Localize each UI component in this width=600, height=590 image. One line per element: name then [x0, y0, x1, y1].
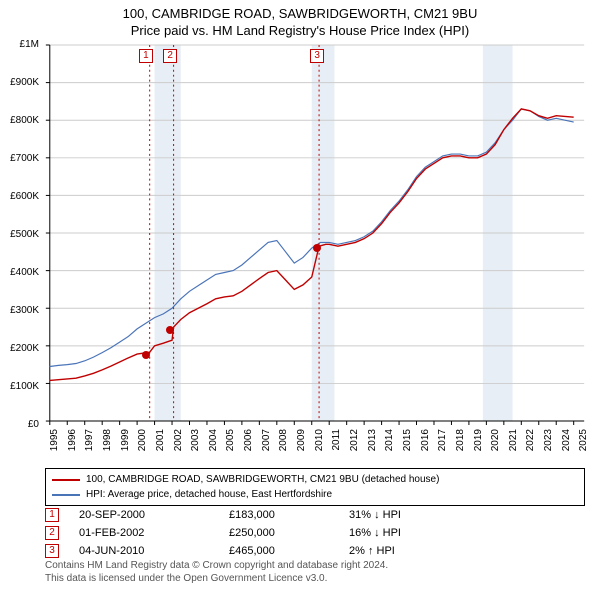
x-tick-label: 2009	[296, 429, 307, 451]
legend: 100, CAMBRIDGE ROAD, SAWBRIDGEWORTH, CM2…	[45, 468, 585, 506]
x-tick-label: 2011	[331, 429, 342, 451]
x-tick-label: 2003	[190, 429, 201, 451]
x-tick-label: 2015	[402, 429, 413, 451]
x-tick-label: 2005	[225, 429, 236, 451]
sales-row-marker: 1	[45, 508, 59, 522]
x-tick-label: 2006	[243, 429, 254, 451]
sales-table: 1 20-SEP-2000£183,00031% ↓ HPI 2 01-FEB-200…	[45, 506, 585, 560]
footer: Contains HM Land Registry data © Crown c…	[45, 560, 585, 585]
y-tick-label: £800K	[0, 115, 39, 126]
sales-row-diff: 31% ↓ HPI	[349, 509, 469, 521]
sales-row: 2 01-FEB-2002£250,00016% ↓ HPI	[45, 524, 585, 542]
x-tick-label: 2025	[578, 429, 589, 451]
chart-area: £0£100K£200K£300K£400K£500K£600K£700K£80…	[45, 45, 585, 425]
sales-row-diff: 16% ↓ HPI	[349, 527, 469, 539]
x-tick-label: 1995	[49, 429, 60, 451]
legend-swatch-property	[52, 479, 80, 481]
y-tick-label: £500K	[0, 229, 39, 240]
x-tick-label: 2020	[490, 429, 501, 451]
footer-line-1: Contains HM Land Registry data © Crown c…	[45, 560, 585, 573]
y-tick-label: £900K	[0, 77, 39, 88]
x-tick-label: 2002	[173, 429, 184, 451]
x-tick-label: 1998	[102, 429, 113, 451]
sale-point	[142, 351, 150, 359]
x-tick-label: 2014	[384, 429, 395, 451]
legend-label-hpi: HPI: Average price, detached house, East…	[86, 489, 332, 500]
sale-point	[166, 326, 174, 334]
legend-label-property: 100, CAMBRIDGE ROAD, SAWBRIDGEWORTH, CM2…	[86, 474, 439, 485]
x-tick-label: 1999	[120, 429, 131, 451]
x-tick-label: 2024	[561, 429, 572, 451]
x-tick-label: 2018	[455, 429, 466, 451]
x-tick-label: 2012	[349, 429, 360, 451]
sale-marker-box: 1	[139, 49, 153, 63]
x-tick-label: 2008	[278, 429, 289, 451]
y-tick-label: £600K	[0, 191, 39, 202]
title-line-1: 100, CAMBRIDGE ROAD, SAWBRIDGEWORTH, CM2…	[0, 6, 600, 23]
sales-row-date: 20-SEP-2000	[79, 509, 229, 521]
x-tick-label: 2022	[525, 429, 536, 451]
legend-swatch-hpi	[52, 494, 80, 496]
x-tick-label: 2001	[155, 429, 166, 451]
x-axis-labels: 1995 1996 1997 1998 1999 2000 2001 2002 2003 2004…	[45, 427, 585, 467]
footer-line-2: This data is licensed under the Open Gov…	[45, 573, 585, 586]
chart-title-block: 100, CAMBRIDGE ROAD, SAWBRIDGEWORTH, CM2…	[0, 0, 600, 40]
y-tick-label: £0	[0, 419, 39, 430]
x-tick-label: 2016	[420, 429, 431, 451]
legend-row-property: 100, CAMBRIDGE ROAD, SAWBRIDGEWORTH, CM2…	[52, 472, 578, 487]
sale-marker-box: 3	[310, 49, 324, 63]
sales-row: 3 04-JUN-2010£465,0002% ↑ HPI	[45, 542, 585, 560]
x-tick-label: 2019	[473, 429, 484, 451]
x-tick-label: 2021	[508, 429, 519, 451]
x-tick-label: 1996	[67, 429, 78, 451]
y-tick-label: £400K	[0, 267, 39, 278]
y-tick-label: £100K	[0, 381, 39, 392]
sale-point	[313, 244, 321, 252]
y-tick-label: £300K	[0, 305, 39, 316]
title-line-2: Price paid vs. HM Land Registry's House …	[0, 23, 600, 40]
chart-plot	[45, 45, 585, 425]
sales-row-price: £465,000	[229, 545, 349, 557]
x-tick-label: 2023	[543, 429, 554, 451]
x-tick-label: 2000	[137, 429, 148, 451]
sales-row-price: £183,000	[229, 509, 349, 521]
x-tick-label: 2010	[314, 429, 325, 451]
sales-row-date: 01-FEB-2002	[79, 527, 229, 539]
sales-row-marker: 3	[45, 544, 59, 558]
x-tick-label: 2013	[367, 429, 378, 451]
sale-marker-box: 2	[163, 49, 177, 63]
y-tick-label: £700K	[0, 153, 39, 164]
x-tick-label: 2004	[208, 429, 219, 451]
sales-row-diff: 2% ↑ HPI	[349, 545, 469, 557]
x-tick-label: 1997	[84, 429, 95, 451]
legend-row-hpi: HPI: Average price, detached house, East…	[52, 487, 578, 502]
sales-row-date: 04-JUN-2010	[79, 545, 229, 557]
x-tick-label: 2007	[261, 429, 272, 451]
y-tick-label: £1M	[0, 39, 39, 50]
sales-row-marker: 2	[45, 526, 59, 540]
sales-row: 1 20-SEP-2000£183,00031% ↓ HPI	[45, 506, 585, 524]
y-axis-labels: £0£100K£200K£300K£400K£500K£600K£700K£80…	[0, 45, 42, 425]
y-tick-label: £200K	[0, 343, 39, 354]
x-tick-label: 2017	[437, 429, 448, 451]
sales-row-price: £250,000	[229, 527, 349, 539]
